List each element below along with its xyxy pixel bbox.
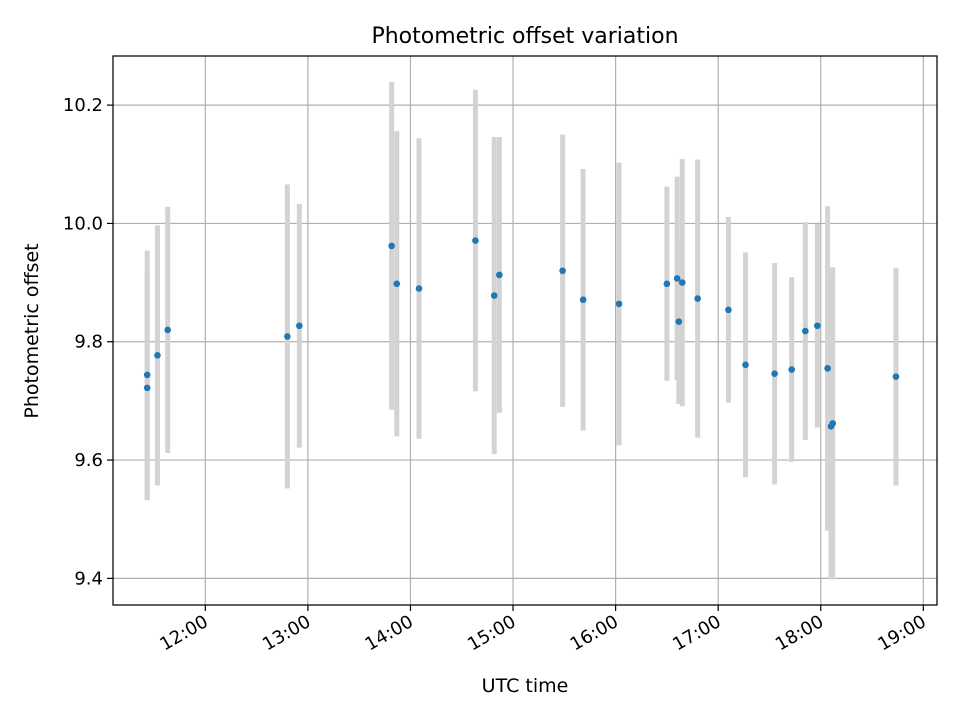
plot-frame (112, 55, 938, 606)
y-tick-label: 9.4 (74, 568, 103, 589)
data-point (615, 300, 623, 308)
data-point (814, 322, 821, 330)
y-tick-label: 10.2 (63, 95, 103, 116)
data-point (296, 322, 303, 330)
data-point (490, 292, 498, 299)
data-point (415, 285, 423, 292)
data-point (824, 365, 831, 372)
data-point (675, 318, 683, 325)
data-point (472, 237, 479, 244)
data-point (725, 306, 732, 314)
data-point (663, 280, 671, 288)
data-point (673, 275, 681, 282)
data-points (143, 237, 900, 430)
data-point (393, 280, 401, 288)
data-point (559, 267, 566, 275)
data-point (496, 271, 503, 279)
data-point (388, 242, 395, 250)
y-axis: 9.4 9.6 9.8 10.0 10.2 (63, 95, 113, 589)
data-point (694, 295, 701, 302)
data-point (678, 279, 686, 286)
y-tick-label: 9.8 (74, 332, 103, 353)
data-point (788, 366, 795, 373)
data-point (829, 420, 837, 427)
y-tick-label: 10.0 (63, 213, 103, 234)
y-axis-label: Photometric offset (21, 243, 43, 418)
y-tick-label: 9.6 (74, 450, 103, 471)
data-point (154, 352, 161, 359)
data-point (579, 296, 587, 304)
data-point (164, 326, 172, 334)
data-point (892, 373, 900, 380)
data-point (771, 370, 778, 377)
data-point (284, 333, 291, 340)
grid (113, 56, 937, 605)
data-point (143, 371, 151, 379)
data-point (143, 384, 151, 392)
x-axis-label: UTC time (482, 675, 569, 697)
chart-title: Photometric offset variation (371, 24, 678, 49)
data-point (742, 361, 749, 369)
data-point (802, 327, 809, 335)
